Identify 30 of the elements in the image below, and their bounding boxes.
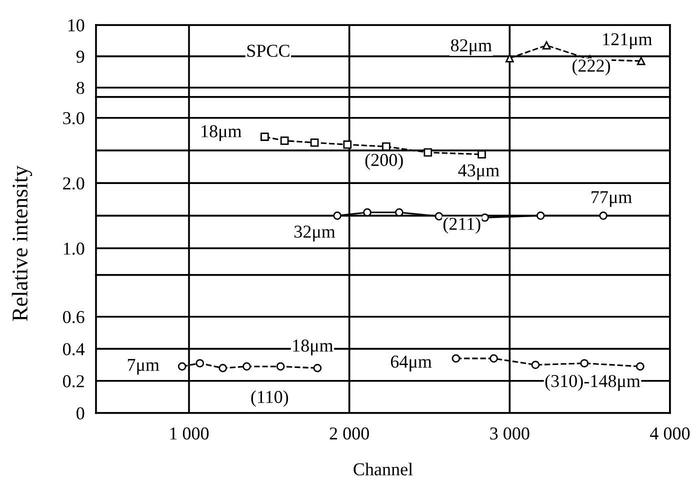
annotation: 82μm: [450, 39, 492, 56]
annotation: 77μm: [592, 191, 632, 207]
y-tick-label: 9: [76, 50, 84, 63]
annotation: 121μm: [603, 33, 652, 50]
y-tick-label: 2.0: [63, 177, 84, 190]
annotation: SPCC: [247, 44, 290, 57]
y-tick-label: 8: [76, 82, 84, 94]
y-tick-label: 1.0: [64, 242, 84, 255]
y-tick-label: 0.4: [63, 343, 85, 356]
y-tick-label: 0: [76, 407, 84, 420]
x-tick-label: 4 000: [650, 427, 690, 440]
annotation: 32μm: [294, 226, 336, 242]
annotation: (310)-148μm: [545, 374, 640, 391]
annotation: 43μm: [458, 164, 500, 180]
annotation: (110): [251, 390, 288, 407]
y-tick-label: 10: [68, 19, 84, 32]
y-axis-title: Relative intensity: [12, 166, 32, 321]
x-tick-label: 3 000: [490, 427, 530, 440]
annotation: (200): [365, 153, 403, 170]
x-axis-title: Channel: [354, 462, 413, 476]
y-tick-label: 0.2: [63, 375, 84, 388]
x-tick-label: 1 000: [170, 427, 209, 440]
y-tick-label: 3.0: [63, 112, 84, 124]
annotation: (211): [443, 217, 480, 234]
annotation: 18μm: [202, 125, 242, 142]
y-tick-label: 0.6: [63, 310, 84, 324]
annotation: 7μm: [128, 358, 160, 375]
x-tick-label: 2 000: [330, 427, 369, 440]
annotation: 18μm: [293, 340, 334, 356]
annotation: 64μm: [390, 356, 432, 372]
